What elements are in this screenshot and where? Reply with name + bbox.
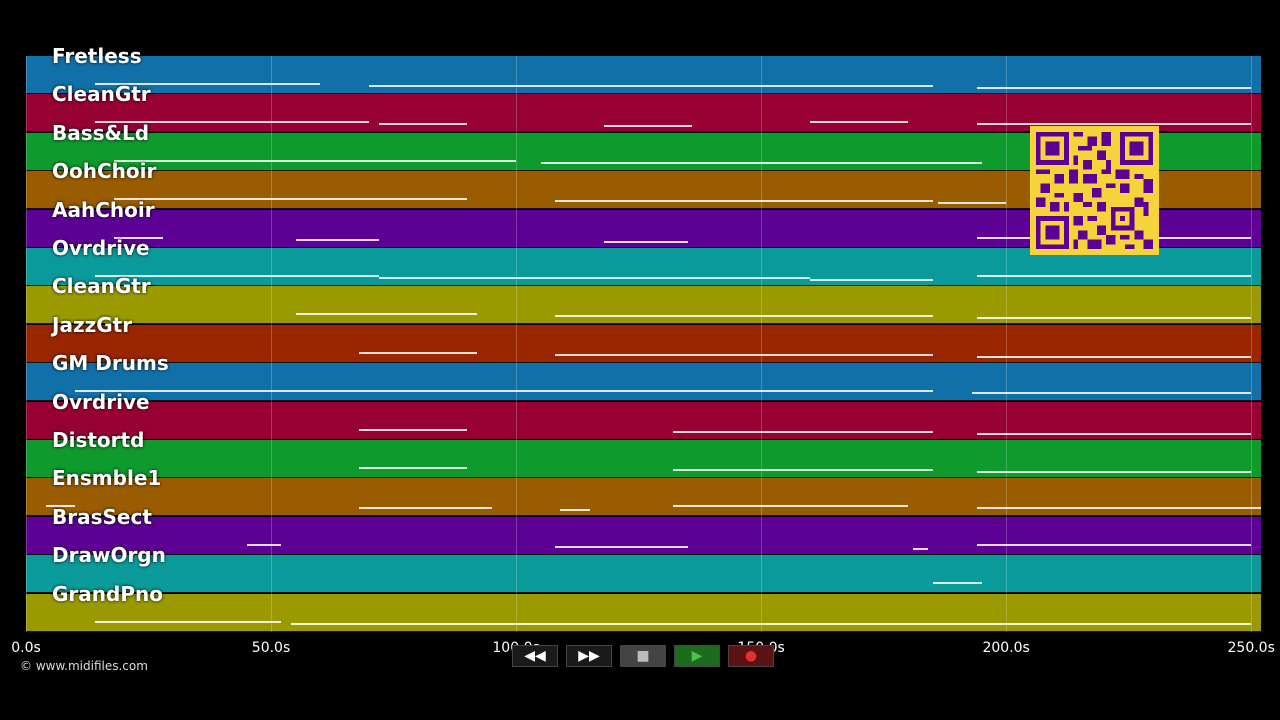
note-segment <box>976 543 1252 546</box>
track-label: BrasSect <box>52 504 152 529</box>
note-segment <box>555 200 933 203</box>
track-label: Bass&Ld <box>52 120 150 145</box>
track-label: CleanGtr <box>52 274 151 299</box>
stop-icon: ■ <box>636 648 650 664</box>
track-label: Distortd <box>52 428 145 452</box>
grid-line <box>516 56 518 632</box>
note-segment <box>359 428 468 431</box>
note-segment <box>359 351 477 354</box>
note-segment <box>114 236 164 239</box>
track-lane <box>26 478 1261 517</box>
note-segment <box>378 123 468 126</box>
note-segment <box>94 121 370 124</box>
note-segment <box>295 238 379 241</box>
note-segment <box>295 313 477 316</box>
grid-line <box>271 56 273 632</box>
grid-line <box>761 56 763 632</box>
note-segment <box>971 392 1252 395</box>
note-segment <box>976 87 1252 89</box>
grid-line <box>1006 56 1008 632</box>
note-segment <box>937 202 1007 205</box>
note-segment <box>672 469 933 471</box>
play-icon: ▶ <box>691 648 703 664</box>
note-segment <box>604 240 688 243</box>
rewind-icon: ◀◀ <box>524 648 546 664</box>
track-lane <box>26 516 1261 555</box>
track-lane <box>26 401 1261 440</box>
note-segment <box>976 317 1252 320</box>
note-segment <box>45 505 75 508</box>
note-segment <box>114 198 468 201</box>
grid-line <box>1251 56 1253 632</box>
fast-forward-icon: ▶▶ <box>578 648 600 664</box>
time-tick-label: 50.0s <box>251 640 291 656</box>
note-segment <box>672 430 933 433</box>
note-segment <box>672 505 909 508</box>
note-segment <box>555 545 688 548</box>
note-segment <box>75 390 933 393</box>
note-segment <box>976 275 1252 277</box>
track-label: OohChoir <box>52 159 157 184</box>
transport-controls: ◀◀ ▶▶ ■ ▶ ● <box>512 645 774 669</box>
copyright-text: © www.midifiles.com <box>20 659 148 673</box>
track-lane <box>26 555 1261 594</box>
play-button[interactable]: ▶ <box>674 645 720 667</box>
track-lane <box>26 56 1261 94</box>
note-segment <box>976 123 1252 126</box>
note-segment <box>290 622 1252 625</box>
stop-button[interactable]: ■ <box>620 645 666 667</box>
track-lane <box>26 324 1261 363</box>
rewind-button[interactable]: ◀◀ <box>512 645 558 667</box>
time-tick-label: 250.0s <box>1227 640 1275 656</box>
note-segment <box>359 507 492 510</box>
note-segment <box>913 547 928 550</box>
track-label: Ensmble1 <box>52 466 162 491</box>
track-lane <box>26 440 1261 478</box>
note-segment <box>555 353 933 356</box>
note-segment <box>540 161 982 164</box>
note-segment <box>932 582 982 585</box>
note-segment <box>114 159 517 162</box>
track-lane <box>26 593 1261 632</box>
note-segment <box>810 279 933 281</box>
note-segment <box>810 121 909 124</box>
note-segment <box>94 83 321 85</box>
track-label: AahChoir <box>52 197 155 222</box>
track-label: JazzGtr <box>52 312 133 337</box>
note-segment <box>976 507 1261 510</box>
fast-forward-button[interactable]: ▶▶ <box>566 645 612 667</box>
note-segment <box>604 125 693 128</box>
note-segment <box>369 85 933 87</box>
track-label: GM Drums <box>52 351 169 376</box>
track-label: CleanGtr <box>52 82 151 107</box>
track-lane <box>26 363 1261 402</box>
note-segment <box>555 315 933 318</box>
track-label: GrandPno <box>52 581 163 606</box>
note-segment <box>94 275 379 277</box>
note-segment <box>976 355 1252 358</box>
record-icon: ● <box>744 648 758 664</box>
note-segment <box>94 620 281 623</box>
record-button[interactable]: ● <box>728 645 774 667</box>
note-segment <box>976 471 1252 473</box>
track-lane <box>26 286 1261 325</box>
track-label: Fretless <box>52 44 142 68</box>
grid-line <box>26 56 27 632</box>
note-segment <box>560 509 590 512</box>
track-label: DrawOrgn <box>52 543 166 568</box>
note-segment <box>359 467 468 469</box>
track-label: Ovrdrive <box>52 236 150 260</box>
time-tick-label: 0.0s <box>11 640 41 656</box>
qr-code-icon <box>1030 126 1159 255</box>
note-segment <box>976 432 1252 435</box>
note-segment <box>378 277 811 279</box>
note-segment <box>246 543 281 546</box>
track-label: Ovrdrive <box>52 389 150 414</box>
time-tick-label: 200.0s <box>982 640 1030 656</box>
